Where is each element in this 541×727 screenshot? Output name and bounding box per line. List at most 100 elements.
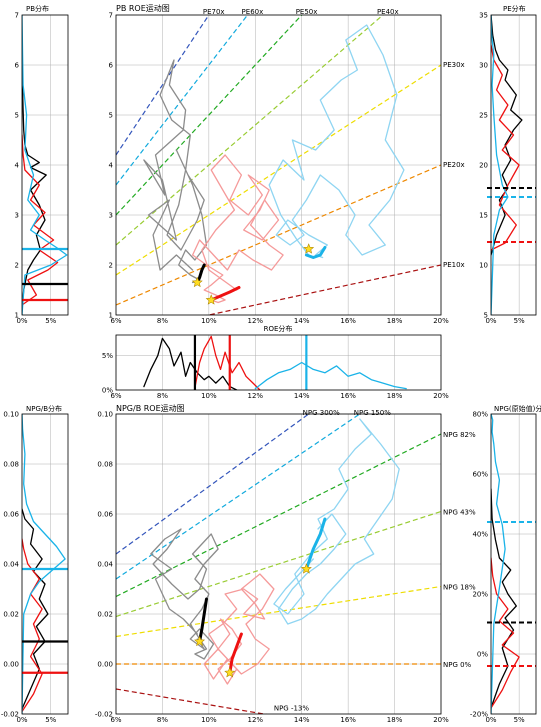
npg-b-roe-motion-chart: NPG/B ROE运动图 NPG -13% NPG 0% NPG 18% NPG 43%… — [95, 403, 476, 724]
pe-line-label: PE40x — [377, 8, 399, 16]
npg-line-label: NPG 43% — [443, 509, 476, 517]
y-tick-label: 0.02 — [3, 611, 19, 619]
plot-frame — [21, 14, 69, 316]
x-tick-label: 12% — [248, 317, 264, 325]
current-point-star-marker — [205, 294, 217, 305]
y-tick-label: 0.10 — [97, 411, 113, 419]
y-tick-label: 0.10 — [3, 411, 19, 419]
x-tick-label: 10% — [201, 317, 217, 325]
series-line-blue — [22, 15, 68, 315]
current-point-star-marker — [191, 276, 203, 288]
pb-distribution-chart: PB分布 0% 5% 1 2 3 4 5 6 7 — [15, 4, 69, 325]
pe-reference-line — [116, 64, 441, 276]
npg-raw-distribution-chart: NPG(原始值)分布0%5%-20%0%20%40%60%80% — [470, 404, 541, 724]
x-tick-label: 0% — [485, 317, 496, 325]
y-tick-label: 1 — [15, 312, 19, 320]
y-tick-label: 7 — [109, 12, 113, 20]
chart-title: PE分布 — [503, 4, 526, 13]
y-tick-label: 3 — [109, 212, 113, 220]
current-point-star-marker — [194, 635, 206, 647]
y-tick-label: 0.00 — [97, 661, 113, 669]
x-tick-label: 16% — [340, 317, 356, 325]
npg-reference-line — [116, 510, 441, 618]
pe-line-label: PE60x — [242, 8, 264, 16]
y-tick-label: 0.00 — [3, 661, 19, 669]
npg-line-label: NPG -13% — [274, 704, 310, 712]
series-line-black — [22, 508, 49, 710]
y-tick-label: 0.06 — [97, 511, 113, 519]
plot-area — [116, 414, 441, 714]
npg-line-label: NPG 300% — [303, 409, 340, 417]
x-tick-label: 5% — [45, 317, 56, 325]
x-tick-label: 6% — [110, 716, 121, 724]
series-line-red — [22, 134, 59, 306]
y-tick-label: -0.02 — [1, 711, 19, 719]
plot-frame — [115, 413, 442, 715]
x-tick-label: 20% — [433, 392, 449, 400]
x-tick-label: 20% — [433, 317, 449, 325]
x-tick-label: 20% — [433, 716, 449, 724]
pe-line-label: PE20x — [443, 161, 465, 169]
y-tick-label: 7 — [15, 12, 19, 20]
chart-title: PB分布 — [26, 4, 49, 13]
pe-line-label: PE30x — [443, 61, 465, 69]
x-tick-label: 14% — [294, 392, 310, 400]
pe-reference-line — [116, 164, 441, 306]
x-tick-label: 18% — [387, 392, 403, 400]
y-tick-label: 5 — [484, 312, 488, 320]
series-line-red — [491, 557, 520, 709]
plot-frame — [115, 334, 442, 391]
series-line-blue — [22, 414, 66, 714]
chart-title: NPG/B分布 — [26, 404, 62, 413]
x-tick-label: 16% — [340, 392, 356, 400]
series-line-black — [143, 337, 238, 390]
npg-line-label: NPG 82% — [443, 431, 476, 439]
y-tick-label: 5% — [102, 352, 113, 360]
x-tick-label: 12% — [248, 392, 264, 400]
series-line-pink — [203, 573, 275, 685]
y-tick-label: 15 — [479, 212, 488, 220]
y-tick-label: 35 — [479, 12, 488, 20]
y-tick-label: 5 — [109, 112, 113, 120]
plot-area — [491, 414, 520, 714]
npg-line-label: NPG 0% — [443, 661, 472, 669]
plot-frame — [490, 413, 537, 715]
y-tick-label: -0.02 — [95, 711, 113, 719]
y-tick-label: 1 — [109, 312, 113, 320]
x-tick-label: 5% — [514, 317, 525, 325]
y-tick-label: 0.04 — [97, 561, 113, 569]
chart-title: PB ROE运动图 — [116, 3, 170, 13]
y-tick-label: 30 — [479, 62, 488, 70]
x-tick-label: 10% — [201, 716, 217, 724]
y-tick-label: 4 — [109, 162, 114, 170]
y-tick-label: 80% — [472, 411, 488, 419]
y-tick-label: 5 — [15, 112, 19, 120]
x-tick-label: 18% — [387, 317, 403, 325]
x-tick-label: 0% — [485, 716, 496, 724]
y-tick-label: 60% — [472, 471, 488, 479]
y-tick-label: 0.04 — [3, 561, 19, 569]
x-tick-label: 6% — [110, 392, 121, 400]
series-line-blue — [491, 15, 509, 315]
npg-line-label: NPG 18% — [443, 584, 476, 592]
x-tick-label: 8% — [157, 392, 168, 400]
plot-area — [143, 335, 407, 390]
y-tick-label: 20 — [479, 162, 488, 170]
series-line-pink — [191, 154, 284, 304]
series-line-blue — [491, 414, 506, 714]
plot-area — [22, 15, 68, 315]
x-tick-label: 12% — [248, 716, 264, 724]
x-tick-label: 5% — [45, 716, 56, 724]
current-point-star-marker — [300, 563, 312, 574]
series-line-blue — [304, 246, 327, 259]
x-tick-label: 14% — [294, 716, 310, 724]
series-line-red — [194, 335, 261, 390]
plot-frame — [490, 14, 537, 316]
x-tick-label: 0% — [16, 716, 27, 724]
series-line-red — [228, 632, 243, 675]
y-tick-label: 3 — [15, 212, 19, 220]
chart-title: NPG/B ROE运动图 — [116, 403, 185, 413]
y-tick-label: 6 — [15, 62, 20, 70]
series-line-black — [491, 488, 517, 709]
